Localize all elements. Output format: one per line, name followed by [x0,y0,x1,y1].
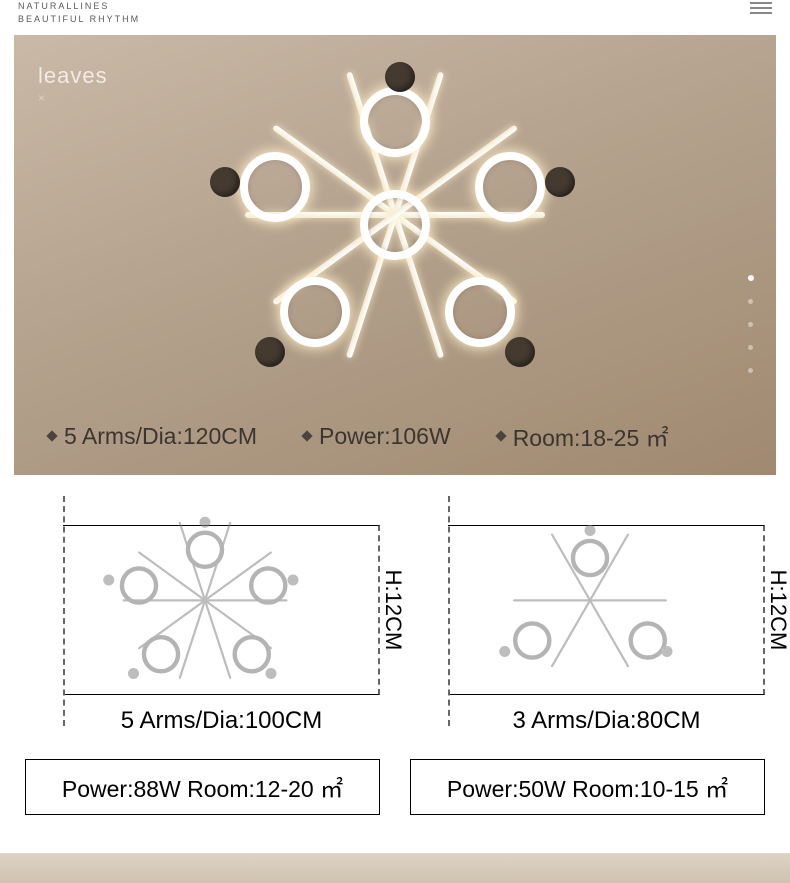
diameter-label: 5 Arms/Dia:100CM [63,707,380,735]
variant-card: H:12CM 5 Arms/Dia:100CM Power:88W Room:1… [25,525,380,815]
hero-spec-text: Room:18-25 ㎡ [513,419,669,453]
menu-icon[interactable] [750,0,772,14]
hero-spec-text: Power:106W [319,423,451,450]
height-label: H:12CM [765,570,790,651]
pager-dot[interactable] [748,322,753,327]
brand-text: NATURALLINES BEAUTIFUL RHYTHM [18,0,140,25]
variant-sketch [89,523,320,705]
variant-sketch [474,523,705,705]
carousel-pager[interactable] [748,275,754,373]
diameter-label: 3 Arms/Dia:80CM [448,707,765,735]
footer-strip [0,853,790,883]
spec-box: Power:50W Room:10-15 ㎡ [410,759,765,815]
hero-spec-item: Power:106W [303,419,451,453]
close-icon[interactable]: × [38,91,45,105]
header-bar: NATURALLINES BEAUTIFUL RHYTHM [0,0,790,35]
pager-dot[interactable] [748,299,753,304]
hero-spec-text: 5 Arms/Dia:120CM [64,423,257,450]
variant-card: H:12CM 3 Arms/Dia:80CM Power:50W Room:10… [410,525,765,815]
hero-title: leaves [38,63,108,89]
hero-spec-row: 5 Arms/Dia:120CM Power:106W Room:18-25 ㎡ [48,419,669,453]
brand-line1: NATURALLINES [18,0,140,13]
bullet-icon [495,430,506,441]
bullet-icon [301,430,312,441]
variant-diagram: H:12CM [448,525,765,695]
hero-spec-item: 5 Arms/Dia:120CM [48,419,257,453]
pager-dot[interactable] [748,345,753,350]
pager-dot[interactable] [748,368,753,373]
hero-product-illustration [185,72,605,402]
height-label: H:12CM [380,570,406,651]
hero-spec-item: Room:18-25 ㎡ [497,419,669,453]
bullet-icon [46,430,57,441]
pager-dot[interactable] [748,275,754,281]
spec-box: Power:88W Room:12-20 ㎡ [25,759,380,815]
variant-diagram: H:12CM [63,525,380,695]
variant-row: H:12CM 5 Arms/Dia:100CM Power:88W Room:1… [0,475,790,845]
brand-line2: BEAUTIFUL RHYTHM [18,13,140,26]
hero-banner: leaves × 5 Arms/Dia:120CM [14,35,776,475]
